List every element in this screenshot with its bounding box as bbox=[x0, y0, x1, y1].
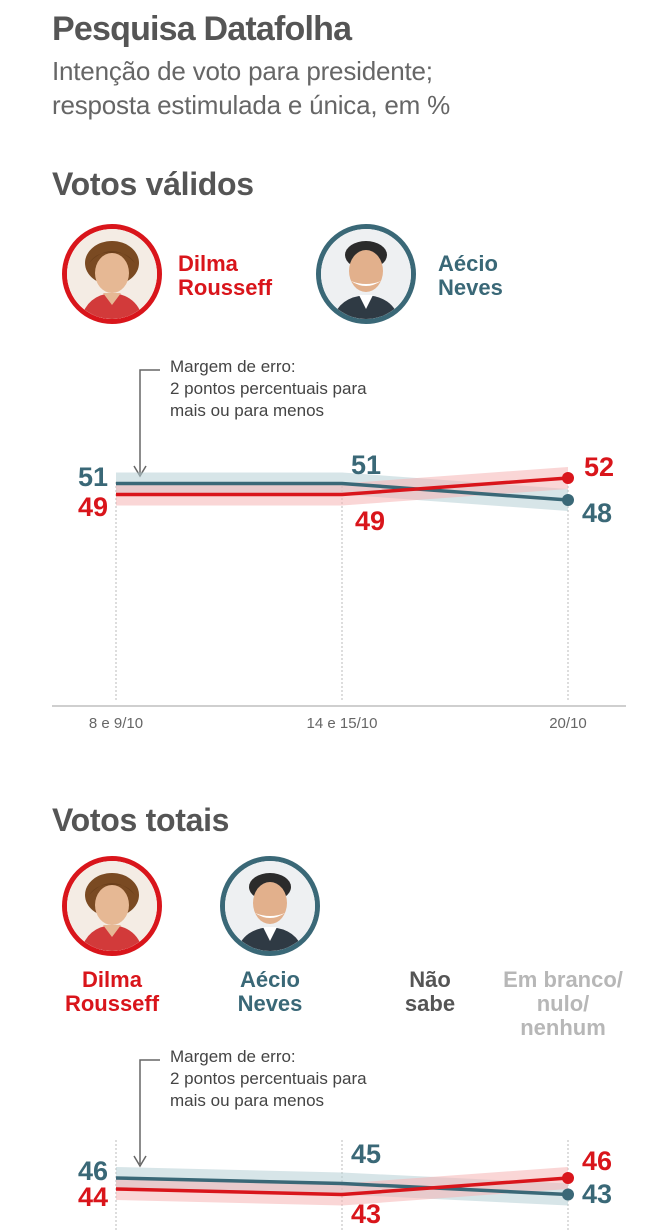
aecio-portrait-icon bbox=[316, 224, 416, 324]
end-point-0 bbox=[562, 472, 574, 484]
series-line-0 bbox=[115, 1176, 569, 1197]
annotation-arrow-head bbox=[133, 1155, 147, 1168]
candidate-name-dilma: Dilma Rousseff bbox=[64, 967, 160, 1016]
candidate-name-aecio: Aécio Neves bbox=[438, 251, 503, 300]
series-line-0 bbox=[116, 476, 569, 497]
data-label: 51 bbox=[78, 462, 108, 492]
annotation-arrow bbox=[139, 369, 160, 474]
margin-of-error-note: Margem de erro: 2 pontos percentuais par… bbox=[170, 357, 367, 420]
page-title: Pesquisa Datafolha bbox=[52, 10, 352, 48]
data-label: 43 bbox=[582, 1179, 612, 1209]
label-branco-nulo-nenhum: Em branco/ nulo/ nenhum bbox=[503, 967, 623, 1040]
data-label: 46 bbox=[78, 1156, 108, 1186]
series-line-1 bbox=[116, 481, 569, 502]
x-tick-label: 8 e 9/10 bbox=[89, 715, 143, 732]
candidate-name-dilma: Dilma Rousseff bbox=[178, 251, 273, 300]
x-tick-label: 14 e 15/10 bbox=[307, 715, 378, 732]
end-point-0 bbox=[562, 1172, 574, 1184]
data-label: 44 bbox=[78, 1182, 108, 1212]
data-label: 49 bbox=[355, 506, 385, 536]
margin-of-error-note: Margem de erro: 2 pontos percentuais par… bbox=[170, 1047, 367, 1110]
data-label: 43 bbox=[351, 1199, 381, 1229]
annotation-arrow bbox=[139, 1059, 160, 1164]
error-band-0 bbox=[116, 1167, 568, 1206]
data-label: 48 bbox=[582, 498, 612, 528]
aecio-portrait-icon bbox=[220, 856, 320, 956]
dilma-portrait-icon bbox=[62, 856, 162, 956]
label-nao-sabe: Não sabe bbox=[404, 967, 456, 1016]
data-label: 45 bbox=[351, 1139, 381, 1169]
dilma-portrait-icon bbox=[62, 224, 162, 324]
end-point-1 bbox=[562, 1188, 574, 1201]
subtitle-line-2: resposta estimulada e única, em % bbox=[52, 90, 451, 120]
data-label: 52 bbox=[584, 452, 614, 482]
section-title-totais: Votos totais bbox=[52, 802, 230, 838]
data-label: 51 bbox=[351, 450, 381, 480]
series-line-1 bbox=[115, 1176, 569, 1197]
subtitle-line-1: Intenção de voto para presidente; bbox=[52, 56, 433, 86]
section-title-validos: Votos válidos bbox=[52, 166, 254, 202]
end-point-1 bbox=[562, 494, 574, 506]
chart-votos-validos: 49 49 52 51 51 48 8 e 9/10 14 e 15/10 20/10 bbox=[52, 369, 626, 732]
x-tick-label: 20/10 bbox=[549, 715, 587, 732]
data-label: 46 bbox=[582, 1146, 612, 1176]
data-label: 49 bbox=[78, 492, 108, 522]
candidate-name-aecio: Aécio Neves bbox=[237, 967, 303, 1016]
